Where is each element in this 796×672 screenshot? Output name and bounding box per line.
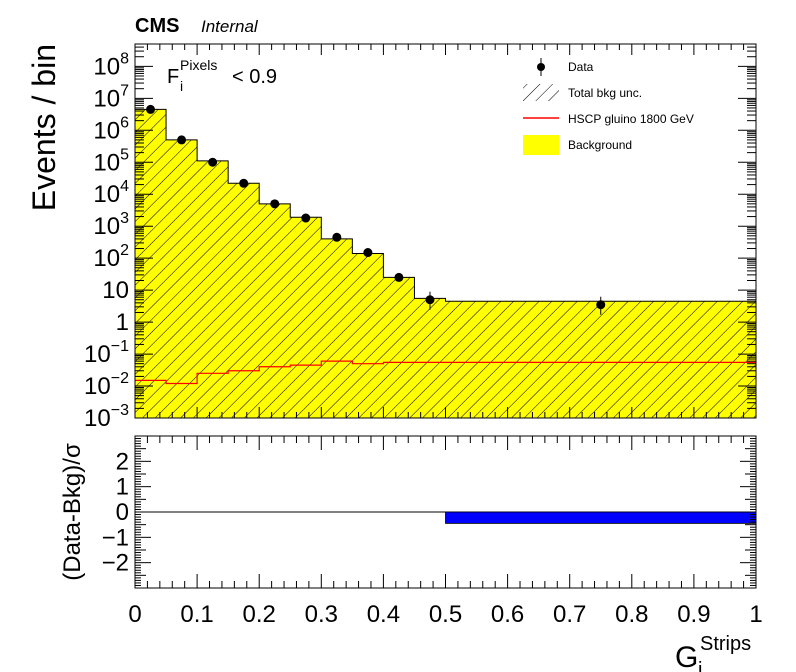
status-label: Internal [201,17,259,36]
ratio-y-tick-label: 2 [116,448,129,475]
cms-label: CMS [135,15,179,37]
svg-text:G: G [675,641,698,672]
x-tick-label: 0.8 [615,601,648,628]
legend-background-swatch [523,135,559,155]
x-tick-label: 0.3 [305,601,338,628]
legend-label: Total bkg unc. [568,86,642,100]
data-point [208,157,218,167]
legend-data-marker [537,63,545,71]
legend-entry: HSCP gluino 1800 GeV [523,112,694,126]
data-point [332,232,342,242]
svg-text:i: i [698,659,702,672]
y-tick-label: 105 [93,146,129,176]
x-tick-label: 0.5 [429,601,462,628]
x-tick-label: 0.2 [243,601,276,628]
legend-entry: Background [523,135,632,155]
x-tick-label: 0.1 [180,601,213,628]
bkg-uncertainty-hatch [134,108,757,419]
legend-label: Background [568,138,632,152]
cut-label: F Pixels i < 0.9 [167,57,277,94]
y-tick-label: 10−3 [84,402,129,432]
y-tick-label: 107 [93,82,129,112]
x-tick-label: 0.6 [491,601,524,628]
svg-text:Strips: Strips [700,633,751,655]
data-point [239,178,249,188]
ratio-y-tick-label: 0 [116,499,129,526]
data-point [177,135,187,145]
ratio-bar [445,511,757,524]
data-point [394,272,404,282]
y-tick-label: 108 [93,50,129,80]
data-point [270,199,280,209]
x-axis-label: G Strips i [675,633,751,672]
data-point [301,213,311,223]
y-tick-label: 10−2 [84,370,129,400]
ratio-y-tick-label: 1 [116,474,129,501]
data-point [425,295,435,305]
data-point [596,300,606,310]
y-tick-label: 103 [93,210,129,240]
y-tick-label: 10 [102,277,129,304]
svg-text:Pixels: Pixels [180,57,217,73]
x-tick-label: 0.4 [367,601,400,628]
data-point [363,248,373,258]
svg-text:< 0.9: < 0.9 [232,66,277,88]
y-axis-label: Events / bin [26,44,62,211]
y-tick-label: 10−1 [84,338,129,368]
x-tick-label: 0 [128,601,141,628]
x-tick-label: 0.9 [677,601,710,628]
y-tick-label: 1 [116,309,129,336]
x-tick-label: 1 [749,601,762,628]
svg-text:F: F [167,66,179,88]
ratio-panel: 210−1−20 0.1 0.2 0.3 0.4 0.5 0.6 0.7 0.8 0.9 1(Dat… [59,435,763,672]
legend-entry: Data [537,58,594,76]
svg-text:i: i [180,78,183,94]
y-tick-label: 102 [93,242,129,272]
data-point [146,104,156,114]
legend-label: Data [568,60,594,74]
ratio-y-axis-label: (Data-Bkg)/σ [59,443,86,581]
ratio-y-tick-label: −1 [102,524,129,551]
legend-hatch-swatch [523,84,559,101]
y-tick-label: 106 [93,114,129,144]
y-tick-label: 104 [93,178,129,208]
legend-entry: Total bkg unc. [523,84,642,101]
ratio-y-tick-label: −2 [102,550,129,577]
legend: Data Total bkg unc. HSCP gluino 1800 GeV Ba… [523,58,694,155]
x-tick-label: 0.7 [553,601,586,628]
signal-line [135,360,756,385]
legend-label: HSCP gluino 1800 GeV [568,112,694,126]
